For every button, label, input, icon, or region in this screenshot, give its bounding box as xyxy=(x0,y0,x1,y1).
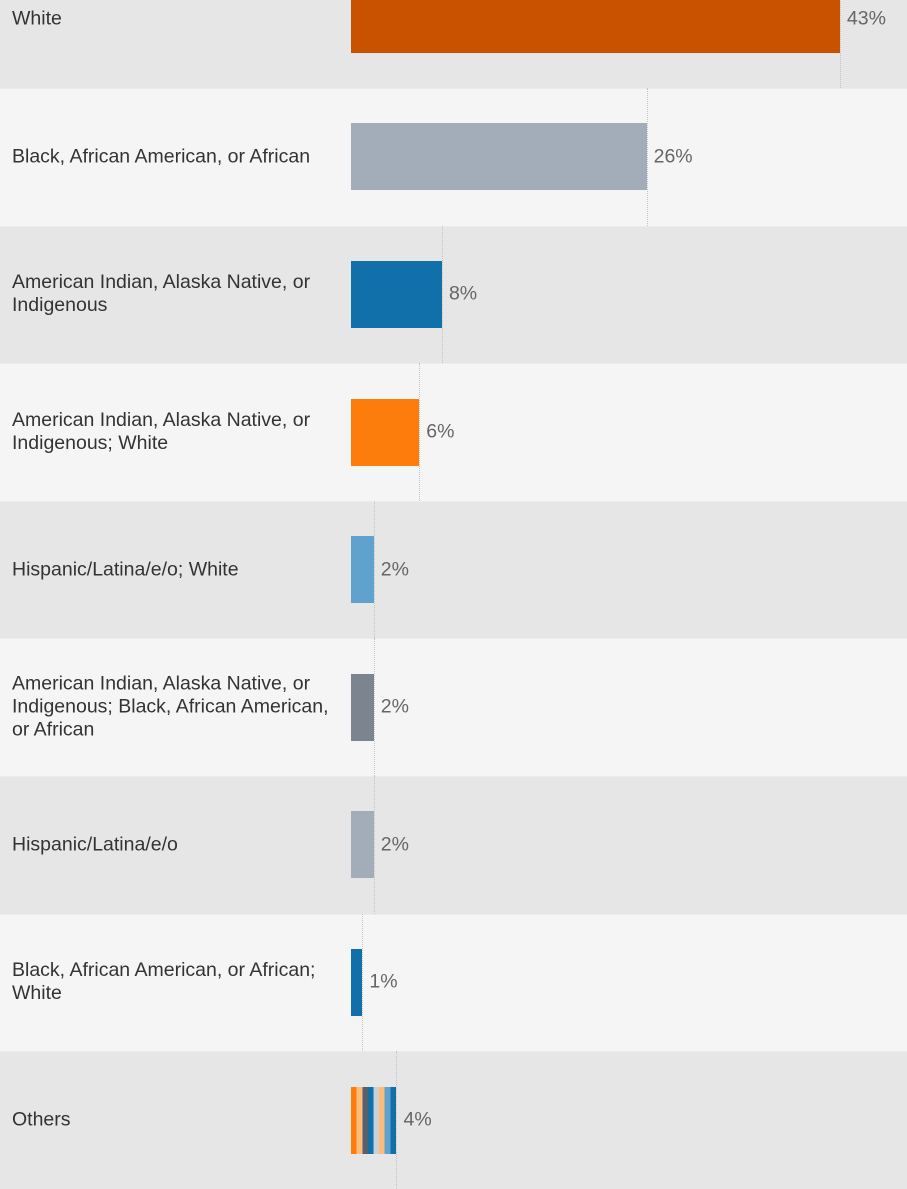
category-label: Black, African American, or African xyxy=(12,145,311,168)
bar xyxy=(351,398,420,466)
reference-line xyxy=(373,500,375,639)
category-label: American Indian, Alaska Native, or Indig… xyxy=(12,672,329,741)
row-background xyxy=(0,638,907,776)
value-label: 4% xyxy=(403,1108,432,1131)
bar xyxy=(351,536,374,604)
bar xyxy=(351,811,374,879)
row-background xyxy=(0,500,907,639)
value-label: 8% xyxy=(448,282,478,305)
reference-line xyxy=(419,363,421,501)
reference-line xyxy=(396,1051,398,1189)
bar xyxy=(351,1086,397,1154)
value-label: 6% xyxy=(426,420,455,443)
bar xyxy=(351,123,647,191)
category-label: Hispanic/Latina/e/o xyxy=(12,833,178,856)
category-label: American Indian, Alaska Native, or Indig… xyxy=(12,271,311,317)
reference-line xyxy=(362,913,364,1052)
row-background xyxy=(0,776,907,914)
category-label: Others xyxy=(12,1108,71,1131)
category-label: American Indian, Alaska Native, or Indig… xyxy=(12,409,311,454)
category-label: Hispanic/Latina/e/o; White xyxy=(12,558,239,581)
reference-line xyxy=(646,88,648,226)
value-label: 43% xyxy=(846,7,886,30)
value-label: 2% xyxy=(380,558,409,581)
reference-line xyxy=(373,776,375,914)
value-label: 2% xyxy=(380,695,409,718)
value-label: 1% xyxy=(369,970,398,993)
row-background xyxy=(0,913,907,1052)
row-background xyxy=(0,363,907,501)
bar xyxy=(351,673,374,741)
reference-line xyxy=(441,225,443,364)
row-background xyxy=(0,225,907,364)
reference-line xyxy=(839,0,841,88)
bar xyxy=(351,948,363,1016)
category-label: Black, African American, or African; Whi… xyxy=(12,959,316,1005)
value-label: 2% xyxy=(380,833,409,856)
value-label: 26% xyxy=(653,145,693,168)
reference-line xyxy=(373,638,375,776)
bar xyxy=(351,0,840,53)
category-label: White xyxy=(12,7,62,30)
bar xyxy=(351,260,442,328)
